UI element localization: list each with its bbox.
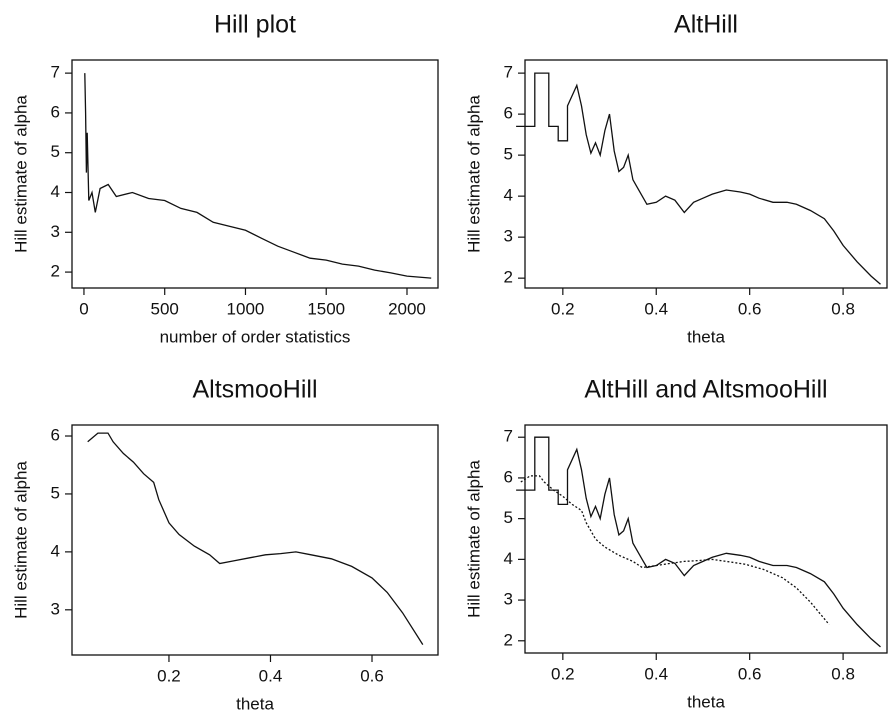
data-line <box>516 72 881 285</box>
chart-title: AltHill and AltsmooHill <box>584 376 827 404</box>
y-tick-label: 6 <box>51 425 60 444</box>
x-tick-label: 0.2 <box>157 666 181 685</box>
data-line <box>84 73 432 279</box>
plot-frame <box>524 424 888 654</box>
x-tick-label: 0.2 <box>551 664 575 683</box>
plot-frame <box>71 424 439 656</box>
x-tick-label: 0 <box>79 299 88 318</box>
plot-frame <box>71 59 439 289</box>
x-tick-label: 1000 <box>227 299 265 318</box>
y-tick-label: 3 <box>51 222 60 241</box>
y-tick-label: 3 <box>504 227 513 246</box>
chart-title: Hill plot <box>214 11 296 39</box>
data-line <box>87 432 424 645</box>
x-tick-label: 0.6 <box>360 666 384 685</box>
y-axis-label: Hill estimate of alpha <box>11 461 30 619</box>
y-tick-label: 5 <box>504 145 513 164</box>
y-axis-label: Hill estimate of alpha <box>464 95 483 253</box>
y-tick-label: 5 <box>51 483 60 502</box>
x-tick-label: 0.4 <box>259 666 283 685</box>
x-tick-label: 0.8 <box>831 299 855 318</box>
y-tick-label: 7 <box>504 427 513 446</box>
x-tick-label: 1500 <box>307 299 345 318</box>
y-axis-label: Hill estimate of alpha <box>464 460 483 618</box>
y-tick-label: 5 <box>504 508 513 527</box>
x-axis-label: theta <box>687 692 725 711</box>
y-tick-label: 3 <box>504 590 513 609</box>
y-tick-label: 3 <box>51 599 60 618</box>
y-tick-label: 2 <box>51 262 60 281</box>
x-tick-label: 0.4 <box>644 299 668 318</box>
x-axis-label: number of order statistics <box>160 327 351 346</box>
x-tick-label: 0.6 <box>738 664 762 683</box>
y-tick-label: 4 <box>504 186 513 205</box>
y-tick-label: 5 <box>51 142 60 161</box>
x-axis-label: theta <box>236 694 274 713</box>
y-tick-label: 2 <box>504 268 513 287</box>
x-tick-label: 0.8 <box>831 664 855 683</box>
y-tick-label: 6 <box>51 102 60 121</box>
y-tick-label: 4 <box>51 541 60 560</box>
data-line <box>520 475 830 625</box>
plot-frame <box>524 59 888 289</box>
y-tick-label: 4 <box>51 182 60 201</box>
y-tick-label: 6 <box>504 467 513 486</box>
y-tick-label: 7 <box>51 63 60 82</box>
y-tick-label: 2 <box>504 630 513 649</box>
chart-title: AltsmooHill <box>192 376 317 404</box>
x-tick-label: 2000 <box>388 299 426 318</box>
x-tick-label: 0.2 <box>551 299 575 318</box>
x-tick-label: 500 <box>151 299 179 318</box>
x-tick-label: 0.6 <box>738 299 762 318</box>
data-line <box>516 436 881 648</box>
y-tick-label: 6 <box>504 104 513 123</box>
chart-title: AltHill <box>674 11 738 39</box>
y-tick-label: 4 <box>504 549 513 568</box>
y-axis-label: Hill estimate of alpha <box>11 95 30 253</box>
x-axis-label: theta <box>687 327 725 346</box>
y-tick-label: 7 <box>504 63 513 82</box>
x-tick-label: 0.4 <box>644 664 668 683</box>
